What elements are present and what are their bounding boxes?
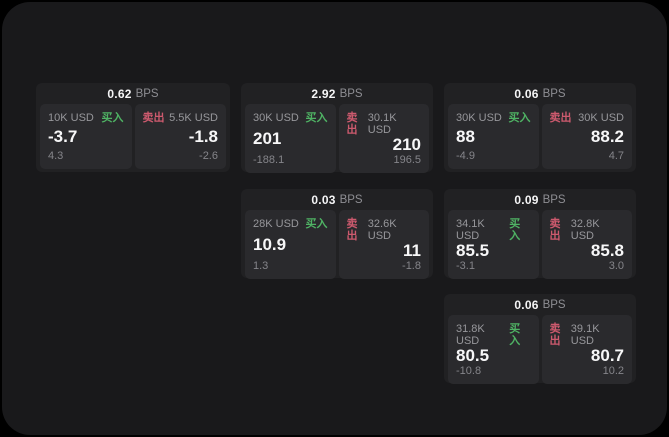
sell-side-label: 卖出	[346, 218, 358, 242]
quote-card: 2.92 BPS 30K USD 买入 201 -188.1 卖出 30.1K …	[241, 83, 433, 173]
buy-sub-value: -4.9	[456, 150, 475, 162]
sell-amount: 30.1K USD	[367, 112, 397, 136]
card-header: 0.03 BPS	[241, 189, 433, 210]
buy-side-label: 买入	[305, 218, 328, 230]
buy-price: -3.7	[48, 127, 78, 146]
card-header: 0.09 BPS	[444, 189, 636, 210]
sell-sub-value: -1.8	[402, 260, 421, 272]
sell-price: -1.8	[188, 127, 218, 146]
buy-side-label: 买入	[508, 112, 531, 124]
quote-card: 0.62 BPS 10K USD 买入 -3.7 4.3 卖出 5.5K USD…	[36, 83, 230, 172]
bps-unit-label: BPS	[339, 87, 363, 100]
sell-quote-tile[interactable]: 卖出 39.1K USD 80.7 10.2	[541, 315, 632, 384]
sell-amount: 32.6K USD	[367, 218, 397, 242]
sell-price: 80.7	[590, 346, 624, 365]
sell-quote-tile[interactable]: 卖出 30.1K USD 210 196.5	[338, 104, 429, 173]
sell-quote-tile[interactable]: 卖出 5.5K USD -1.8 -2.6	[134, 104, 226, 169]
sell-side-label: 卖出	[549, 218, 561, 242]
sell-side-label: 卖出	[142, 112, 165, 124]
quote-tiles: 10K USD 买入 -3.7 4.3 卖出 5.5K USD -1.8 -2.…	[36, 104, 230, 172]
buy-price: 88	[456, 127, 475, 146]
buy-side-label: 买入	[101, 112, 124, 124]
bps-spread-value: 2.92	[311, 86, 336, 101]
buy-side-label: 买入	[509, 323, 521, 347]
quote-card: 0.06 BPS 30K USD 买入 88 -4.9 卖出 30K USD 8…	[444, 83, 636, 172]
sell-side-label: 卖出	[549, 112, 572, 124]
quote-tiles: 34.1K USD 买入 85.5 -3.1 卖出 32.8K USD 85.8…	[444, 210, 636, 282]
card-header: 0.06 BPS	[444, 83, 636, 104]
buy-amount: 30K USD	[456, 112, 502, 124]
sell-amount: 30K USD	[578, 112, 624, 124]
buy-amount: 34.1K USD	[456, 218, 485, 242]
buy-amount: 28K USD	[253, 218, 299, 230]
card-header: 0.06 BPS	[444, 294, 636, 315]
bps-unit-label: BPS	[542, 87, 566, 100]
quote-tiles: 31.8K USD 买入 80.5 -10.8 卖出 39.1K USD 80.…	[444, 315, 636, 387]
sell-sub-value: 4.7	[608, 150, 624, 162]
buy-sub-value: -3.1	[456, 260, 475, 272]
buy-amount: 31.8K USD	[456, 323, 485, 347]
sell-side-label: 卖出	[346, 112, 358, 136]
bps-spread-value: 0.62	[107, 86, 132, 101]
buy-amount: 30K USD	[253, 112, 299, 124]
bps-unit-label: BPS	[542, 193, 566, 206]
buy-quote-tile[interactable]: 30K USD 买入 201 -188.1	[245, 104, 336, 173]
quote-tiles: 30K USD 买入 201 -188.1 卖出 30.1K USD 210 1…	[241, 104, 433, 176]
sell-sub-value: 10.2	[602, 365, 624, 377]
card-header: 2.92 BPS	[241, 83, 433, 104]
buy-quote-tile[interactable]: 28K USD 买入 10.9 1.3	[245, 210, 336, 279]
sell-sub-value: 3.0	[608, 260, 624, 272]
quote-card: 0.06 BPS 31.8K USD 买入 80.5 -10.8 卖出 39.1…	[444, 294, 636, 384]
buy-quote-tile[interactable]: 30K USD 买入 88 -4.9	[448, 104, 539, 169]
bps-spread-value: 0.03	[311, 192, 336, 207]
sell-amount: 32.8K USD	[570, 218, 600, 242]
quote-tiles: 30K USD 买入 88 -4.9 卖出 30K USD 88.2 4.7	[444, 104, 636, 172]
quote-card: 0.03 BPS 28K USD 买入 10.9 1.3 卖出 32.6K US…	[241, 189, 433, 279]
buy-quote-tile[interactable]: 31.8K USD 买入 80.5 -10.8	[448, 315, 539, 384]
bps-spread-value: 0.09	[514, 192, 539, 207]
buy-price: 10.9	[253, 235, 287, 254]
buy-side-label: 买入	[509, 218, 521, 242]
bps-spread-value: 0.06	[514, 86, 539, 101]
sell-price: 85.8	[590, 241, 624, 260]
sell-amount: 39.1K USD	[570, 323, 600, 347]
sell-quote-tile[interactable]: 卖出 30K USD 88.2 4.7	[541, 104, 632, 169]
sell-price: 210	[392, 135, 421, 154]
bps-spread-value: 0.06	[514, 297, 539, 312]
bps-unit-label: BPS	[135, 87, 159, 100]
quote-tiles: 28K USD 买入 10.9 1.3 卖出 32.6K USD 11 -1.8	[241, 210, 433, 282]
buy-sub-value: -10.8	[456, 365, 482, 377]
bps-unit-label: BPS	[542, 298, 566, 311]
buy-sub-value: 1.3	[253, 260, 269, 272]
buy-amount: 10K USD	[48, 112, 94, 124]
buy-price: 201	[253, 129, 282, 148]
buy-quote-tile[interactable]: 34.1K USD 买入 85.5 -3.1	[448, 210, 539, 279]
buy-price: 80.5	[456, 346, 490, 365]
buy-price: 85.5	[456, 241, 490, 260]
sell-amount: 5.5K USD	[169, 112, 218, 124]
buy-side-label: 买入	[305, 112, 328, 124]
bps-unit-label: BPS	[339, 193, 363, 206]
buy-sub-value: 4.3	[48, 150, 64, 162]
sell-sub-value: 196.5	[393, 154, 421, 166]
sell-price: 88.2	[590, 127, 624, 146]
sell-quote-tile[interactable]: 卖出 32.8K USD 85.8 3.0	[541, 210, 632, 279]
sell-side-label: 卖出	[549, 323, 561, 347]
sell-quote-tile[interactable]: 卖出 32.6K USD 11 -1.8	[338, 210, 429, 279]
sell-price: 11	[403, 241, 421, 260]
buy-sub-value: -188.1	[253, 154, 285, 166]
card-header: 0.62 BPS	[36, 83, 230, 104]
sell-sub-value: -2.6	[199, 150, 218, 162]
quote-card: 0.09 BPS 34.1K USD 买入 85.5 -3.1 卖出 32.8K…	[444, 189, 636, 279]
buy-quote-tile[interactable]: 10K USD 买入 -3.7 4.3	[40, 104, 132, 169]
